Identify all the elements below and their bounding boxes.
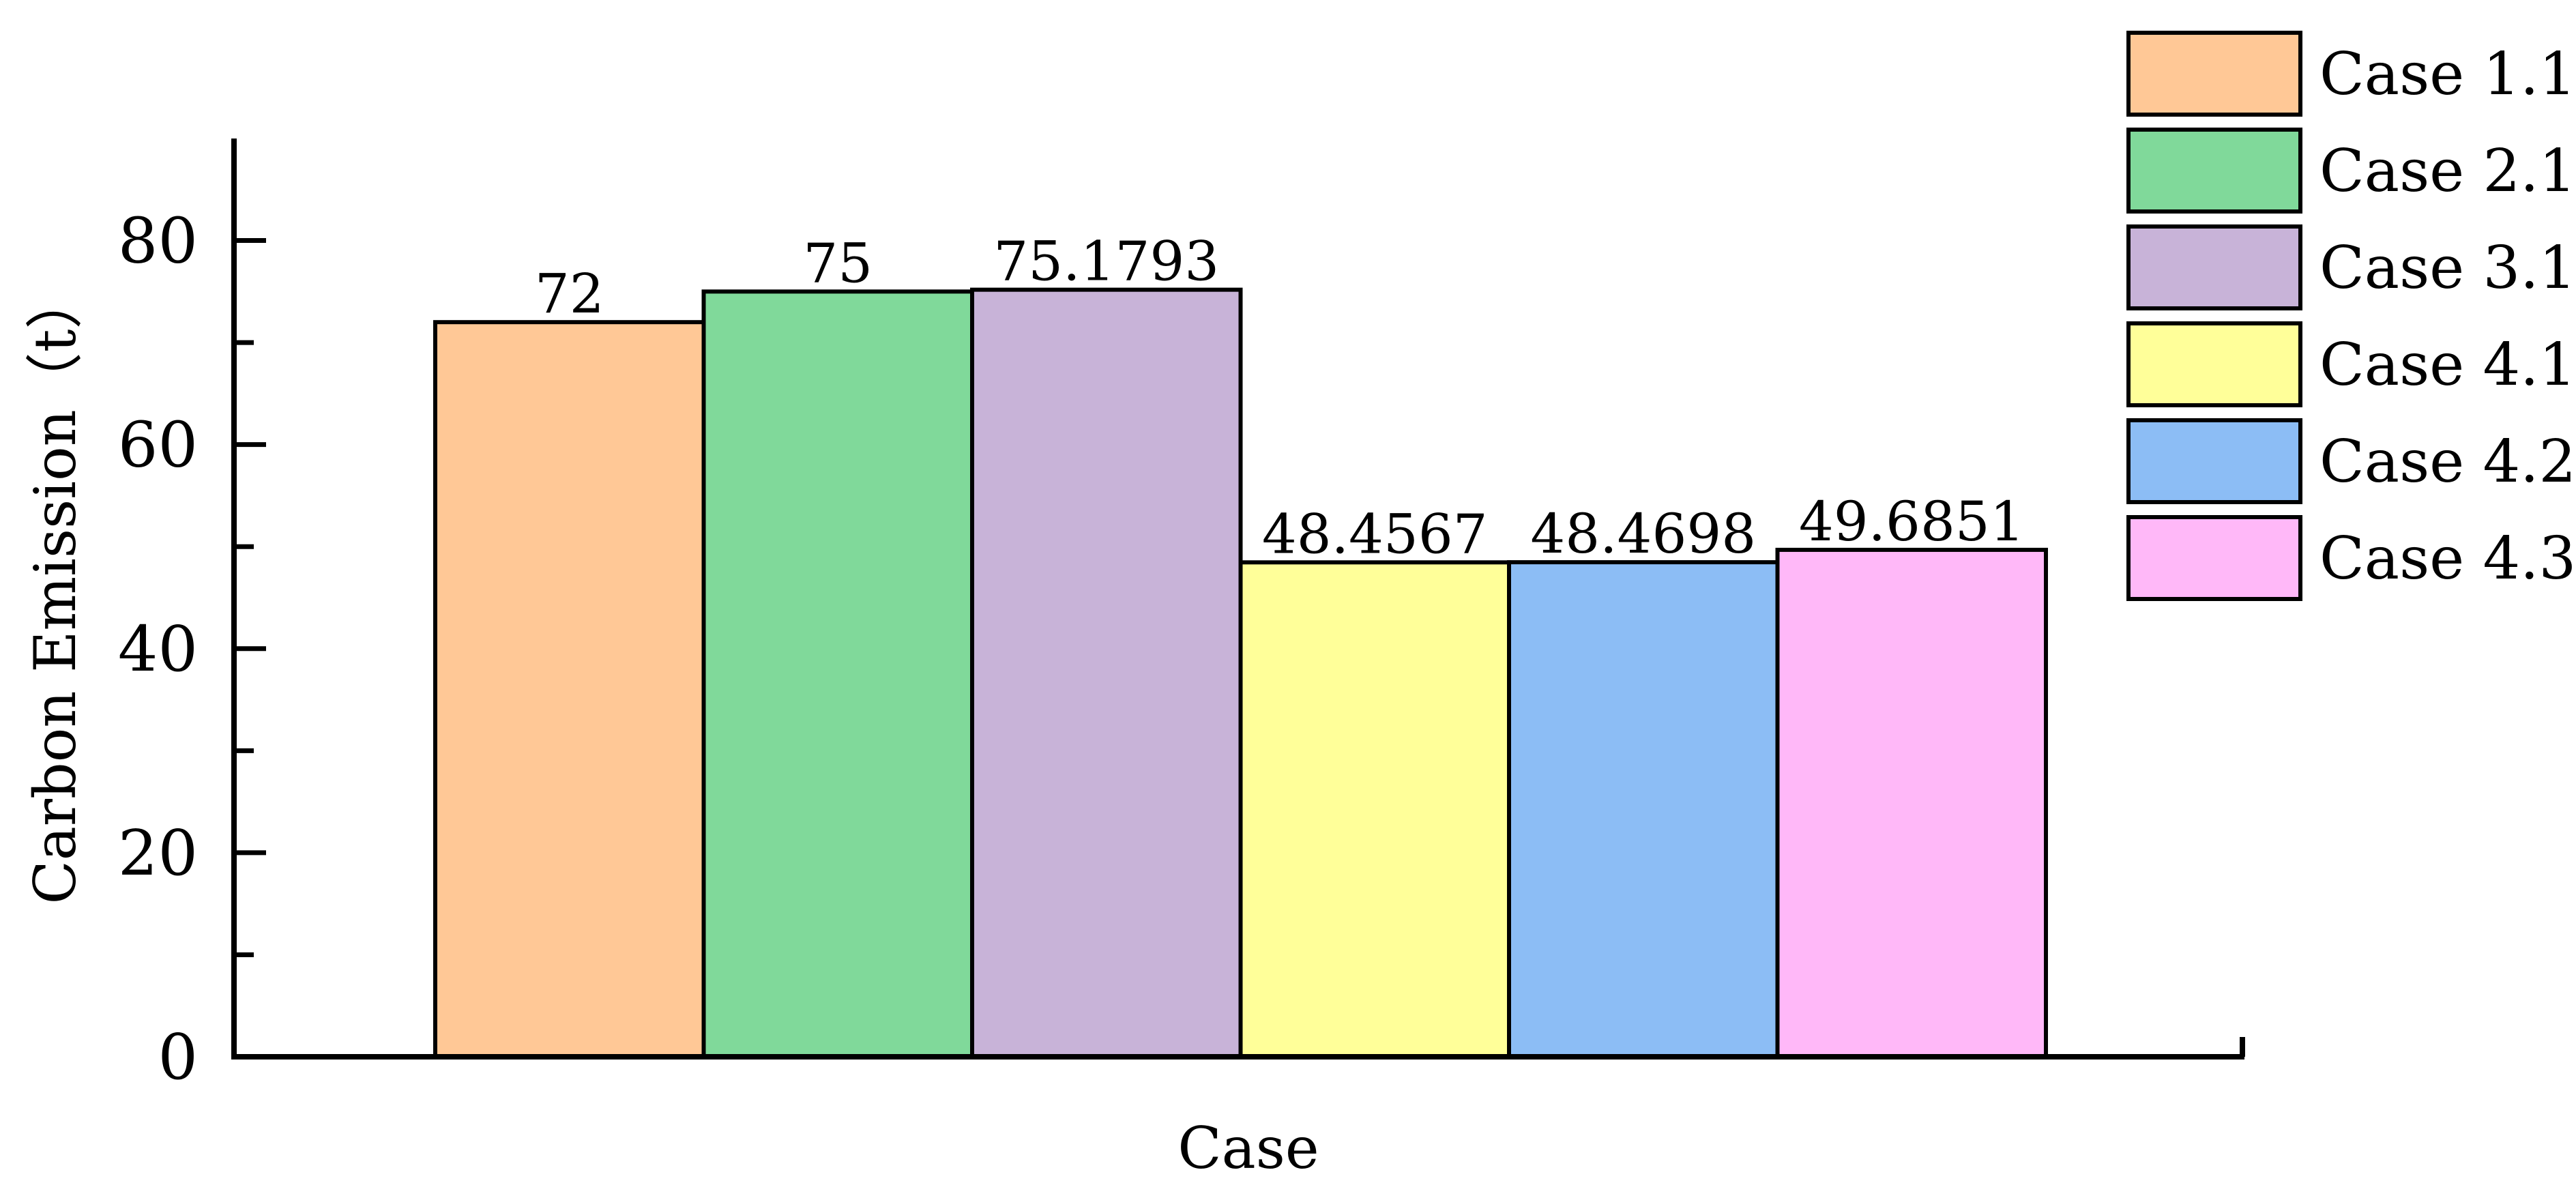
data-label: 75 bbox=[803, 231, 873, 295]
bar bbox=[1775, 547, 2048, 1059]
axes-layer bbox=[231, 138, 2245, 1060]
legend: Case 1.1 Case 2.1 Case 3.1 Case 4.1 Case 4.2… bbox=[2126, 31, 2576, 601]
legend-label: Case 4.3 bbox=[2319, 525, 2576, 593]
legend-label: Case 2.1 bbox=[2319, 137, 2576, 205]
legend-label: Case 3.1 bbox=[2319, 234, 2576, 302]
bar bbox=[701, 289, 974, 1059]
bar bbox=[433, 320, 706, 1060]
y-ticks: 0 20 40 60 80 bbox=[118, 205, 266, 1094]
bar bbox=[1238, 560, 1511, 1059]
legend-label: Case 1.1 bbox=[2319, 40, 2576, 108]
legend-label: Case 4.1 bbox=[2319, 331, 2576, 399]
bars-layer bbox=[433, 287, 2048, 1060]
legend-swatch bbox=[2126, 418, 2302, 504]
legend-swatch bbox=[2126, 224, 2302, 310]
data-labels: 72 75 75.1793 48.4567 48.4698 49.6851 bbox=[535, 230, 2025, 566]
x-axis-title: Case bbox=[1177, 1115, 1319, 1182]
y-axis-title: Carbon Emission（t） bbox=[22, 272, 89, 905]
data-label: 75.1793 bbox=[993, 230, 1219, 293]
legend-swatch bbox=[2126, 515, 2302, 601]
y-tick-label: 40 bbox=[118, 613, 198, 686]
y-tick-label: 60 bbox=[118, 409, 198, 482]
y-tick-label: 20 bbox=[118, 817, 198, 890]
legend-label: Case 4.2 bbox=[2319, 428, 2576, 496]
bar bbox=[1507, 560, 1780, 1059]
legend-swatch bbox=[2126, 128, 2302, 214]
y-tick-label: 0 bbox=[158, 1021, 198, 1094]
bar bbox=[970, 287, 1243, 1059]
legend-swatch bbox=[2126, 31, 2302, 117]
data-label: 48.4698 bbox=[1530, 502, 1756, 566]
data-label: 72 bbox=[535, 262, 604, 325]
y-tick-label: 80 bbox=[118, 205, 198, 278]
data-label: 49.6851 bbox=[1799, 490, 2025, 553]
legend-swatch bbox=[2126, 321, 2302, 407]
data-label: 48.4567 bbox=[1262, 502, 1488, 566]
